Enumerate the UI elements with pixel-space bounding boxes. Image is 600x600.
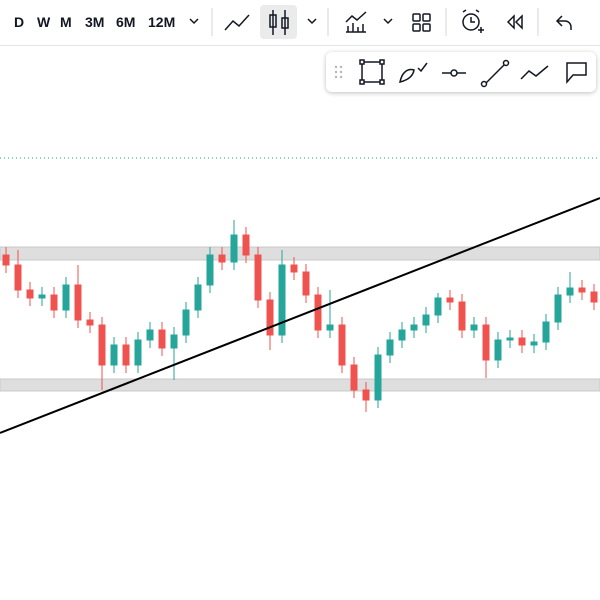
brush-tool[interactable]	[399, 62, 428, 84]
timeframe-button[interactable]: D	[14, 14, 25, 30]
toolbar-icons	[189, 5, 572, 39]
chart-type-dropdown[interactable]	[307, 18, 317, 25]
active-button-bg	[260, 5, 297, 39]
candles-down	[2, 227, 598, 412]
timeframe-button[interactable]: W	[37, 14, 51, 30]
top-toolbar: D W M 3M 6M 12M	[0, 0, 600, 46]
zone-bottom	[0, 378, 600, 392]
indicators-dropdown[interactable]	[383, 18, 393, 25]
alert-icon[interactable]	[462, 9, 484, 33]
horizontal-line-tool[interactable]	[442, 69, 466, 77]
callout-tool[interactable]	[566, 62, 587, 85]
indicators-icon[interactable]	[345, 11, 367, 33]
timeframe-button[interactable]: 6M	[116, 14, 136, 30]
drawing-toolbar	[326, 52, 596, 92]
drag-handle[interactable]	[334, 65, 343, 79]
timeframe-dropdown[interactable]	[189, 18, 199, 25]
layout-icon[interactable]	[412, 13, 431, 32]
trend-line	[0, 197, 600, 434]
timeframe-button[interactable]: 3M	[85, 14, 105, 30]
chart-area	[0, 157, 600, 434]
drawing-tools	[334, 59, 587, 88]
trend-line-tool[interactable]	[480, 59, 510, 88]
timeframe-button[interactable]: M	[60, 14, 72, 30]
line-chart-icon[interactable]	[224, 14, 250, 31]
zone-top	[0, 246, 600, 261]
rectangle-tool[interactable]	[359, 59, 385, 85]
undo-icon[interactable]	[555, 15, 572, 30]
candles-up	[38, 220, 574, 408]
replay-icon[interactable]	[506, 14, 523, 30]
candle-chart-icon[interactable]	[269, 10, 289, 35]
timeframe-button[interactable]: 12M	[148, 14, 176, 30]
path-tool[interactable]	[520, 65, 549, 80]
